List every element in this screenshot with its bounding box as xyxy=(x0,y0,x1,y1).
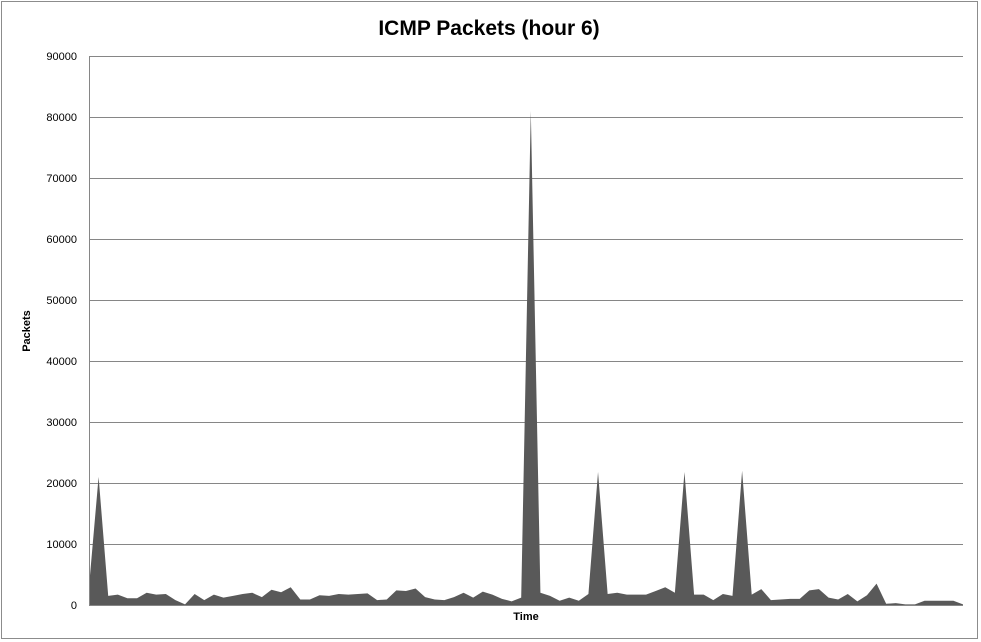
y-tick-label: 80000 xyxy=(46,112,77,124)
y-tick-labels: 0 10000 20000 30000 40000 50000 60000 70000 8000… xyxy=(46,51,77,612)
gridlines xyxy=(89,56,963,545)
y-axis-title: Packets xyxy=(21,310,33,352)
y-tick-label: 10000 xyxy=(46,539,77,551)
y-tick-label: 70000 xyxy=(46,173,77,185)
y-tick-label: 50000 xyxy=(46,295,77,307)
series-layer xyxy=(89,110,963,606)
axes xyxy=(89,56,963,606)
y-tick-label: 40000 xyxy=(46,356,77,368)
area-series-0 xyxy=(89,110,963,606)
x-axis-title: Time xyxy=(513,611,538,623)
chart-title: ICMP Packets (hour 6) xyxy=(378,17,599,40)
y-tick-label: 20000 xyxy=(46,478,77,490)
y-tick-label: 60000 xyxy=(46,234,77,246)
y-tick-label: 90000 xyxy=(46,51,77,63)
y-tick-label: 0 xyxy=(71,600,77,612)
y-tick-label: 30000 xyxy=(46,417,77,429)
